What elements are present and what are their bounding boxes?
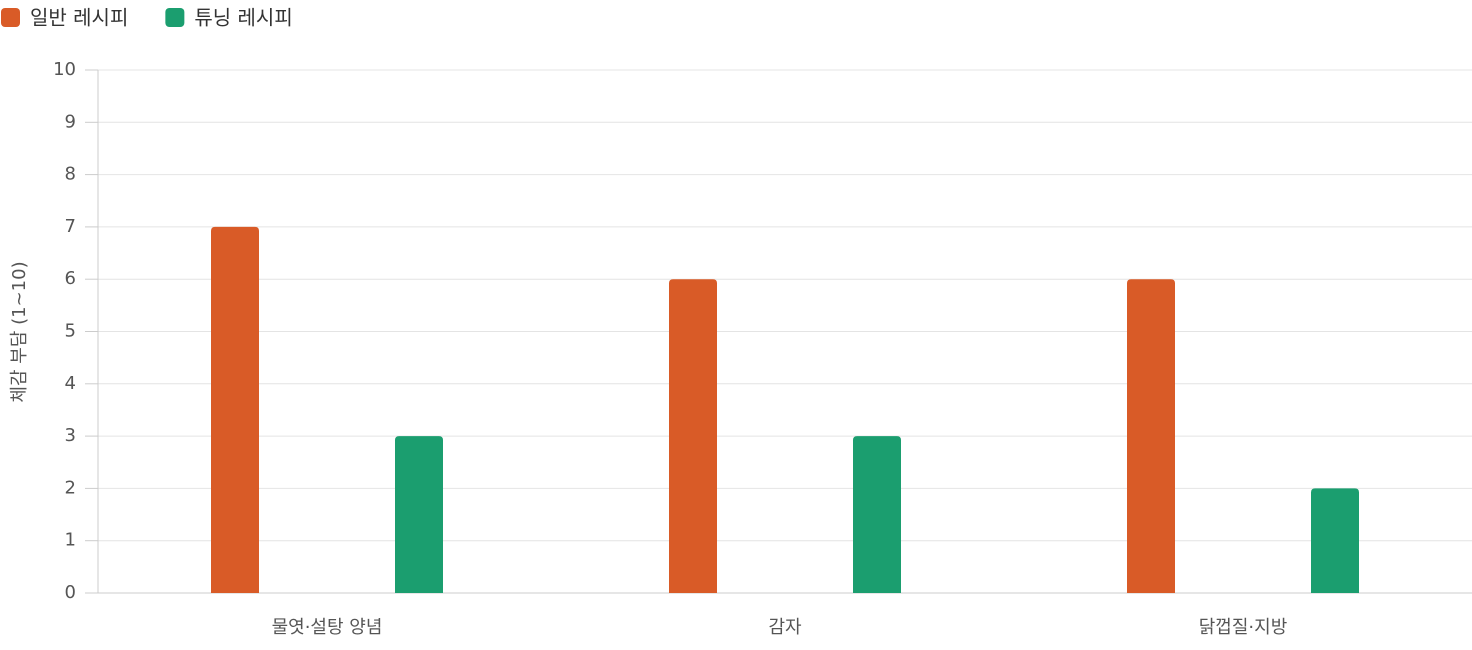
bar [669,279,717,593]
y-tick-label: 7 [65,216,76,237]
legend-swatch [1,8,20,27]
y-tick-label: 2 [65,477,76,498]
y-tick-label: 5 [65,321,76,342]
y-tick-label: 8 [65,164,76,185]
y-tick-label: 9 [65,111,76,132]
bar [1127,279,1175,593]
bar [395,436,443,593]
bar [853,436,901,593]
y-tick-label: 6 [65,268,76,289]
y-tick-label: 4 [65,373,76,394]
legend-swatch [165,8,185,27]
bar [211,226,259,593]
y-tick-label: 3 [65,425,76,446]
y-tick-label: 0 [65,582,76,603]
legend: 일반 레시피 튜닝 레시피 [1,6,293,30]
x-tick-label: 닭껍질·지방 [1199,617,1288,638]
legend-label: 일반 레시피 [30,6,128,30]
y-axis-title: 체감 부담 (1~10) [9,261,30,402]
bar [1311,488,1359,593]
y-tick-label: 10 [53,59,76,80]
legend-label: 튜닝 레시피 [194,6,292,30]
x-tick-label: 감자 [768,617,802,638]
x-tick-label: 물엿·설탕 양념 [272,617,383,638]
y-tick-label: 1 [65,530,76,551]
